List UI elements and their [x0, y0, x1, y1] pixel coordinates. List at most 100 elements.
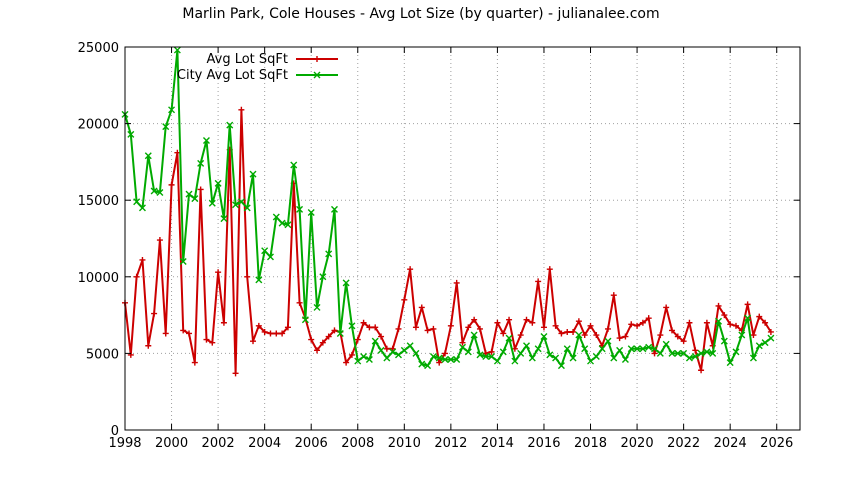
- data-point-avg: [279, 330, 286, 337]
- data-point-city: [185, 190, 193, 198]
- data-point-avg: [168, 181, 175, 188]
- data-point-city: [627, 345, 635, 353]
- data-point-city: [168, 106, 176, 114]
- data-point-city: [319, 273, 327, 281]
- data-point-city: [365, 356, 373, 364]
- data-point-avg: [750, 332, 757, 339]
- data-point-avg: [261, 328, 268, 335]
- x-tick-label: 2008: [341, 436, 374, 451]
- data-point-city: [540, 333, 548, 341]
- data-point-avg: [540, 324, 547, 331]
- data-point-avg: [162, 330, 169, 337]
- data-point-city: [313, 303, 321, 311]
- data-point-avg: [610, 292, 617, 299]
- data-point-avg: [657, 332, 664, 339]
- data-point-avg: [622, 333, 629, 340]
- y-tick-label: 10000: [78, 271, 119, 286]
- data-point-city: [610, 354, 618, 362]
- x-tick-label: 2000: [155, 436, 188, 451]
- plot-frame: [124, 46, 801, 431]
- data-point-city: [633, 345, 641, 353]
- data-point-avg: [360, 319, 367, 326]
- data-point-avg: [412, 324, 419, 331]
- data-point-avg: [535, 278, 542, 285]
- data-point-avg: [383, 345, 390, 352]
- y-tick-label: 0: [111, 424, 119, 439]
- legend: Avg Lot SqFt City Avg Lot SqFt: [177, 52, 338, 83]
- data-point-city: [202, 136, 210, 144]
- x-tick-label: 2024: [714, 436, 747, 451]
- data-point-avg: [238, 106, 245, 113]
- data-point-city: [453, 356, 461, 364]
- data-point-city: [191, 195, 199, 203]
- data-point-city: [749, 354, 757, 362]
- data-point-city: [662, 340, 670, 348]
- data-point-city: [738, 331, 746, 339]
- data-point-avg: [331, 327, 338, 334]
- data-point-city: [685, 354, 693, 362]
- data-point-city: [598, 345, 606, 353]
- data-point-avg: [762, 319, 769, 326]
- data-point-city: [697, 349, 705, 357]
- data-point-avg: [506, 316, 513, 323]
- data-point-avg: [703, 319, 710, 326]
- data-point-city: [470, 331, 478, 339]
- data-point-city: [301, 316, 309, 324]
- data-point-avg: [436, 359, 443, 366]
- data-point-city: [290, 161, 298, 169]
- y-axis: 0 5000 10000 15000 20000 25000: [78, 41, 800, 439]
- data-point-city: [336, 329, 344, 337]
- chart-title: Marlin Park, Cole Houses - Avg Lot Size …: [182, 6, 659, 22]
- data-point-city: [144, 152, 152, 160]
- data-point-city: [424, 362, 432, 370]
- data-point-city: [325, 250, 333, 258]
- data-point-city: [348, 322, 356, 330]
- data-point-city: [394, 351, 402, 359]
- data-point-avg: [639, 319, 646, 326]
- data-point-avg: [645, 315, 652, 322]
- data-point-city: [429, 352, 437, 360]
- data-point-city: [464, 348, 472, 356]
- data-point-avg: [197, 186, 204, 193]
- data-point-city: [435, 354, 443, 362]
- data-point-city: [208, 199, 216, 207]
- data-point-city: [133, 198, 141, 206]
- data-point-avg: [447, 322, 454, 329]
- data-point-avg: [145, 342, 152, 349]
- data-point-avg: [680, 338, 687, 345]
- data-point-city: [243, 204, 251, 212]
- data-point-city: [418, 360, 426, 368]
- data-point-city: [249, 170, 257, 178]
- data-point-avg: [354, 336, 361, 343]
- data-point-city: [150, 187, 158, 195]
- data-point-avg: [756, 313, 763, 320]
- data-point-avg: [372, 324, 379, 331]
- data-point-avg: [232, 370, 239, 377]
- data-point-avg: [133, 273, 140, 280]
- data-point-avg: [744, 301, 751, 308]
- data-point-city: [278, 219, 286, 227]
- data-point-city: [214, 179, 222, 187]
- data-point-avg: [325, 333, 332, 340]
- data-point-city: [680, 349, 688, 357]
- y-tick-label: 20000: [78, 118, 119, 133]
- x-axis: 1998 2000 2002 2004 2006 2008 2010 2012 2014 2016…: [108, 47, 793, 451]
- data-point-avg: [378, 333, 385, 340]
- data-point-avg: [488, 348, 495, 355]
- data-point-avg: [575, 318, 582, 325]
- data-point-avg: [209, 339, 216, 346]
- data-point-avg: [273, 330, 280, 337]
- data-point-avg: [593, 332, 600, 339]
- data-point-city: [156, 189, 164, 197]
- data-point-avg: [284, 324, 291, 331]
- series-line-avg: [124, 108, 772, 375]
- data-point-city: [476, 351, 484, 359]
- data-point-city: [307, 208, 315, 216]
- data-point-avg: [523, 316, 530, 323]
- data-point-city: [371, 337, 379, 345]
- data-point-avg: [482, 350, 489, 357]
- data-point-city: [691, 352, 699, 360]
- data-point-city: [703, 348, 711, 356]
- data-point-avg: [430, 325, 437, 332]
